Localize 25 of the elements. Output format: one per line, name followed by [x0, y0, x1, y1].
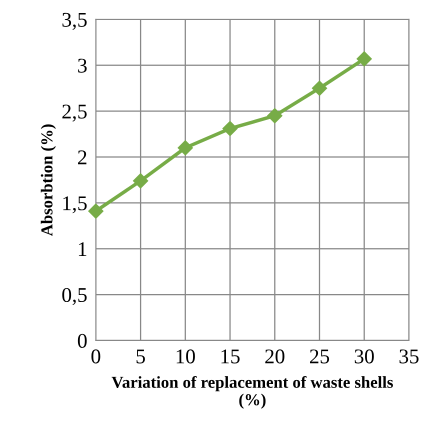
x-tick-label: 10 — [176, 349, 195, 364]
point — [356, 51, 372, 66]
x-tick-label: 15 — [221, 349, 240, 364]
point — [133, 173, 148, 188]
y-tick-label: 0 — [78, 334, 87, 348]
x-tick-label: 35 — [400, 349, 419, 364]
y-tick-label: 1 — [78, 242, 86, 256]
point — [178, 140, 193, 156]
x-tick-label: 5 — [136, 350, 145, 364]
point — [88, 204, 104, 219]
y-axis-title: Absorbtion (%) — [40, 124, 56, 236]
y-tick-label: 0,5 — [62, 288, 87, 306]
x-tick-label: 0 — [91, 349, 100, 364]
y-tick-label: 2 — [78, 150, 86, 164]
y-tick-label: 3 — [78, 58, 87, 73]
y-tick-label: 3,5 — [62, 12, 87, 30]
point — [267, 108, 282, 124]
point — [222, 120, 238, 136]
y-tick-label: 2,5 — [62, 104, 87, 122]
x-tick-label: 20 — [265, 349, 284, 364]
x-tick-label: 25 — [310, 349, 330, 364]
point — [312, 80, 328, 96]
x-axis-title: Variation of replacement of waste shells (%) — [112, 376, 393, 409]
x-tick-label: 30 — [354, 349, 374, 364]
y-tick-label: 1,5 — [63, 196, 87, 214]
